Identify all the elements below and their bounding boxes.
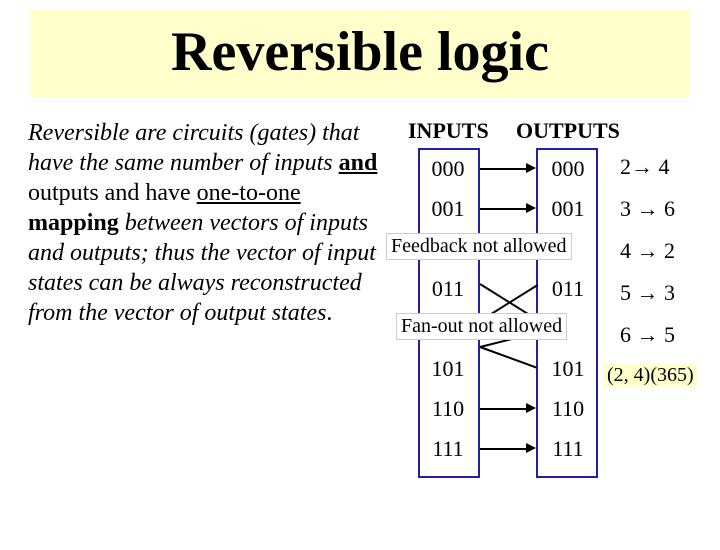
desc-period: .	[326, 300, 332, 326]
desc-part-2: outputs and have	[28, 180, 197, 206]
s3a: 4	[620, 238, 637, 263]
cell-in-111: 111	[418, 436, 478, 462]
headers: INPUTS OUTPUTS	[408, 118, 626, 144]
s1b: 4	[653, 154, 670, 179]
cell-out-110: 110	[538, 396, 598, 422]
s1a: 2	[620, 154, 631, 179]
cell-in-011: 011	[418, 276, 478, 302]
arrow-6	[480, 408, 528, 410]
side-3-6: 3 → 6	[620, 196, 675, 222]
cell-out-011: 011	[538, 276, 598, 302]
content: Reversible are circuits (gates) that hav…	[0, 118, 720, 328]
arrow-head-6	[526, 403, 536, 413]
cell-in-101: 101	[418, 356, 478, 382]
s4a: 5	[620, 280, 637, 305]
note-feedback: Feedback not allowed	[386, 233, 572, 260]
cell-in-000: 000	[418, 156, 478, 182]
s-ar-1: →	[631, 154, 653, 179]
description: Reversible are circuits (gates) that hav…	[28, 118, 388, 328]
cell-out-001: 001	[538, 196, 598, 222]
note-fanout: Fan-out not allowed	[396, 313, 567, 340]
cell-out-111: 111	[538, 436, 598, 462]
s4b: 3	[659, 280, 676, 305]
s-ar-5: →	[637, 322, 659, 347]
header-outputs: OUTPUTS	[516, 118, 626, 144]
s5b: 5	[659, 322, 676, 347]
side-6-5: 6 → 5	[620, 322, 675, 348]
desc-oto2: one	[266, 180, 301, 206]
s-ar-2: →	[637, 196, 659, 221]
cell-in-110: 110	[418, 396, 478, 422]
desc-part-1: Reversible are circuits (gates) that hav…	[28, 120, 359, 176]
s2b: 6	[659, 196, 676, 221]
fan-a	[480, 346, 537, 368]
page-title: Reversible logic	[30, 20, 690, 84]
arrow-1	[480, 208, 528, 210]
cell-in-001: 001	[418, 196, 478, 222]
arrow-0	[480, 168, 528, 170]
s2a: 3	[620, 196, 637, 221]
arrow-head-0	[526, 163, 536, 173]
arrow-head-1	[526, 203, 536, 213]
cell-out-000: 000	[538, 156, 598, 182]
desc-and: and	[339, 150, 378, 176]
desc-oto1: one-to-	[197, 180, 266, 206]
side-5-3: 5 → 3	[620, 280, 675, 306]
diagram: INPUTS OUTPUTS 000 000 001 001 011 011 1…	[388, 118, 702, 328]
s-ar-3: →	[637, 238, 659, 263]
title-bar: Reversible logic	[30, 10, 690, 98]
description-text: Reversible are circuits (gates) that hav…	[28, 118, 378, 328]
s5a: 6	[620, 322, 637, 347]
side-2-4: 2→ 4	[620, 154, 670, 180]
arrow-head-7	[526, 443, 536, 453]
s-ar-4: →	[637, 280, 659, 305]
s3b: 2	[659, 238, 676, 263]
side-4-2: 4 → 2	[620, 238, 675, 264]
cycle-notation: (2, 4)(365)	[604, 364, 697, 387]
cell-out-101: 101	[538, 356, 598, 382]
arrow-7	[480, 448, 528, 450]
header-inputs: INPUTS	[408, 118, 516, 144]
desc-mapping: mapping	[28, 210, 119, 236]
